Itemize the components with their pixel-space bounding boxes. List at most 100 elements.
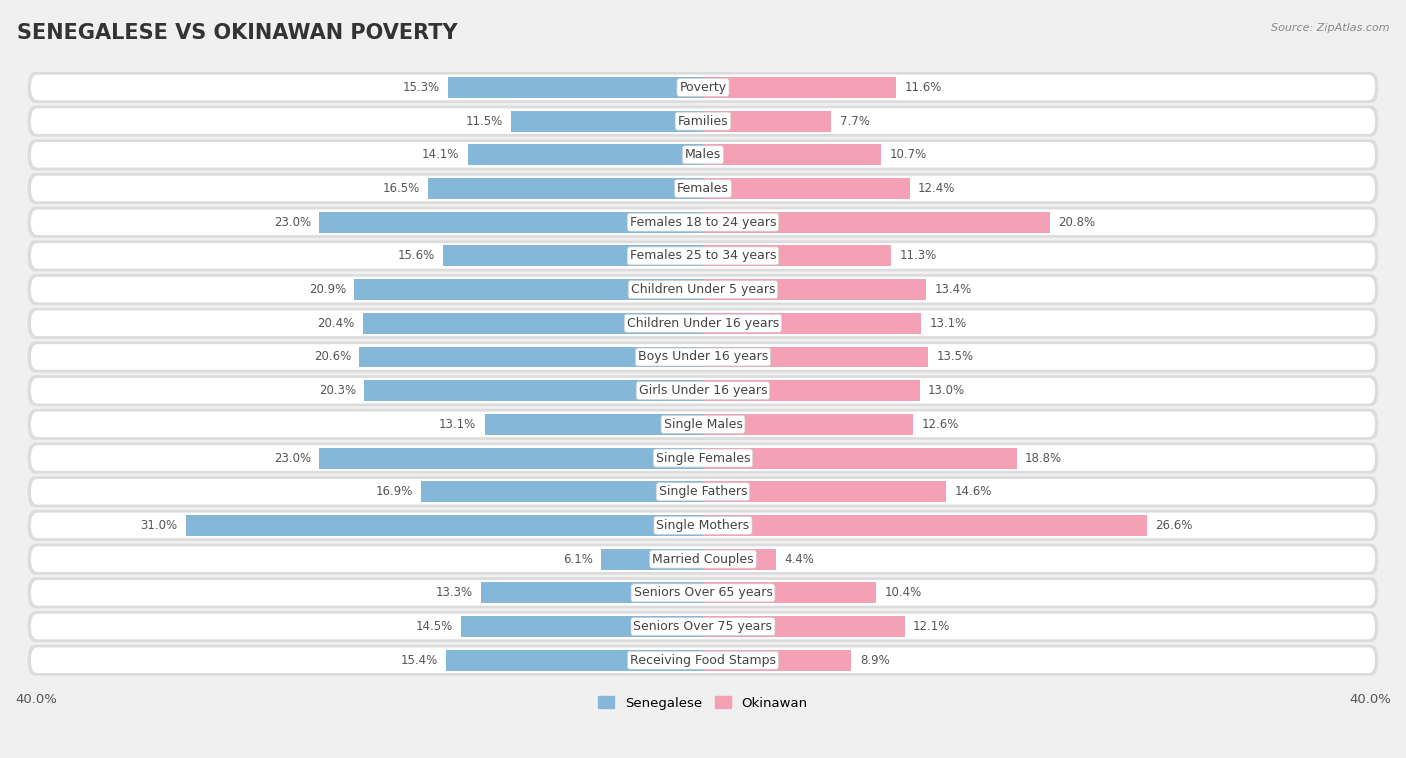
FancyBboxPatch shape [28, 476, 1378, 507]
Text: 20.8%: 20.8% [1059, 216, 1095, 229]
Text: Married Couples: Married Couples [652, 553, 754, 565]
Text: 26.6%: 26.6% [1154, 519, 1192, 532]
FancyBboxPatch shape [28, 274, 1378, 305]
FancyBboxPatch shape [31, 74, 1375, 100]
Bar [703, 448, 1017, 468]
Bar [481, 582, 703, 603]
FancyBboxPatch shape [28, 342, 1378, 372]
Text: 13.4%: 13.4% [935, 283, 972, 296]
FancyBboxPatch shape [28, 240, 1378, 271]
Text: 14.5%: 14.5% [416, 620, 453, 633]
Text: Females 25 to 34 years: Females 25 to 34 years [630, 249, 776, 262]
FancyBboxPatch shape [28, 375, 1378, 406]
Bar [703, 549, 776, 569]
FancyBboxPatch shape [28, 611, 1378, 642]
FancyBboxPatch shape [31, 445, 1375, 471]
Text: 15.6%: 15.6% [398, 249, 434, 262]
Text: Source: ZipAtlas.com: Source: ZipAtlas.com [1271, 23, 1389, 33]
FancyBboxPatch shape [31, 647, 1375, 673]
Text: Males: Males [685, 149, 721, 161]
FancyBboxPatch shape [31, 277, 1375, 302]
Text: 4.4%: 4.4% [785, 553, 814, 565]
Text: 12.1%: 12.1% [912, 620, 950, 633]
Text: 15.3%: 15.3% [402, 81, 440, 94]
Bar [354, 279, 703, 300]
Text: 18.8%: 18.8% [1025, 452, 1062, 465]
FancyBboxPatch shape [31, 378, 1375, 403]
Bar [703, 515, 1147, 536]
Text: 23.0%: 23.0% [274, 216, 311, 229]
Text: SENEGALESE VS OKINAWAN POVERTY: SENEGALESE VS OKINAWAN POVERTY [17, 23, 457, 42]
Text: 12.6%: 12.6% [921, 418, 959, 431]
Text: Receiving Food Stamps: Receiving Food Stamps [630, 653, 776, 667]
FancyBboxPatch shape [31, 512, 1375, 538]
Bar [422, 481, 703, 503]
Text: 7.7%: 7.7% [839, 114, 870, 127]
Text: Seniors Over 65 years: Seniors Over 65 years [634, 587, 772, 600]
Text: 10.4%: 10.4% [884, 587, 922, 600]
Text: Families: Families [678, 114, 728, 127]
Text: 13.1%: 13.1% [439, 418, 477, 431]
FancyBboxPatch shape [31, 344, 1375, 370]
FancyBboxPatch shape [31, 580, 1375, 606]
Bar [703, 650, 852, 671]
FancyBboxPatch shape [28, 72, 1378, 103]
Text: 13.1%: 13.1% [929, 317, 967, 330]
FancyBboxPatch shape [28, 105, 1378, 136]
Text: 11.5%: 11.5% [465, 114, 503, 127]
Text: Seniors Over 75 years: Seniors Over 75 years [634, 620, 772, 633]
FancyBboxPatch shape [31, 614, 1375, 639]
Text: 20.9%: 20.9% [309, 283, 346, 296]
Bar [703, 313, 921, 334]
Bar [703, 178, 910, 199]
FancyBboxPatch shape [28, 443, 1378, 474]
Text: 14.1%: 14.1% [422, 149, 460, 161]
Text: Females 18 to 24 years: Females 18 to 24 years [630, 216, 776, 229]
Bar [443, 246, 703, 266]
Bar [449, 77, 703, 98]
Text: 13.3%: 13.3% [436, 587, 472, 600]
Text: Single Fathers: Single Fathers [659, 485, 747, 498]
Text: 20.3%: 20.3% [319, 384, 356, 397]
Text: Children Under 16 years: Children Under 16 years [627, 317, 779, 330]
Text: 12.4%: 12.4% [918, 182, 956, 195]
Text: Girls Under 16 years: Girls Under 16 years [638, 384, 768, 397]
Bar [186, 515, 703, 536]
FancyBboxPatch shape [28, 645, 1378, 675]
Text: Single Mothers: Single Mothers [657, 519, 749, 532]
Bar [364, 381, 703, 401]
FancyBboxPatch shape [31, 209, 1375, 235]
FancyBboxPatch shape [28, 308, 1378, 339]
Bar [703, 414, 912, 435]
Bar [427, 178, 703, 199]
Bar [360, 346, 703, 368]
FancyBboxPatch shape [31, 547, 1375, 572]
FancyBboxPatch shape [28, 139, 1378, 171]
FancyBboxPatch shape [28, 173, 1378, 204]
Text: 11.3%: 11.3% [900, 249, 936, 262]
Text: Single Males: Single Males [664, 418, 742, 431]
Bar [512, 111, 703, 132]
Text: 13.5%: 13.5% [936, 350, 973, 364]
FancyBboxPatch shape [31, 176, 1375, 202]
Bar [703, 346, 928, 368]
FancyBboxPatch shape [28, 510, 1378, 541]
Bar [703, 111, 831, 132]
Text: Poverty: Poverty [679, 81, 727, 94]
Text: 31.0%: 31.0% [141, 519, 177, 532]
Text: Children Under 5 years: Children Under 5 years [631, 283, 775, 296]
Bar [703, 246, 891, 266]
Text: 8.9%: 8.9% [859, 653, 890, 667]
Legend: Senegalese, Okinawan: Senegalese, Okinawan [593, 691, 813, 715]
FancyBboxPatch shape [31, 243, 1375, 268]
Bar [319, 448, 703, 468]
FancyBboxPatch shape [31, 311, 1375, 336]
FancyBboxPatch shape [31, 142, 1375, 168]
Bar [485, 414, 703, 435]
Text: 11.6%: 11.6% [905, 81, 942, 94]
Text: 6.1%: 6.1% [562, 553, 593, 565]
Text: 20.6%: 20.6% [314, 350, 352, 364]
FancyBboxPatch shape [28, 409, 1378, 440]
Bar [446, 650, 703, 671]
Text: 14.6%: 14.6% [955, 485, 993, 498]
